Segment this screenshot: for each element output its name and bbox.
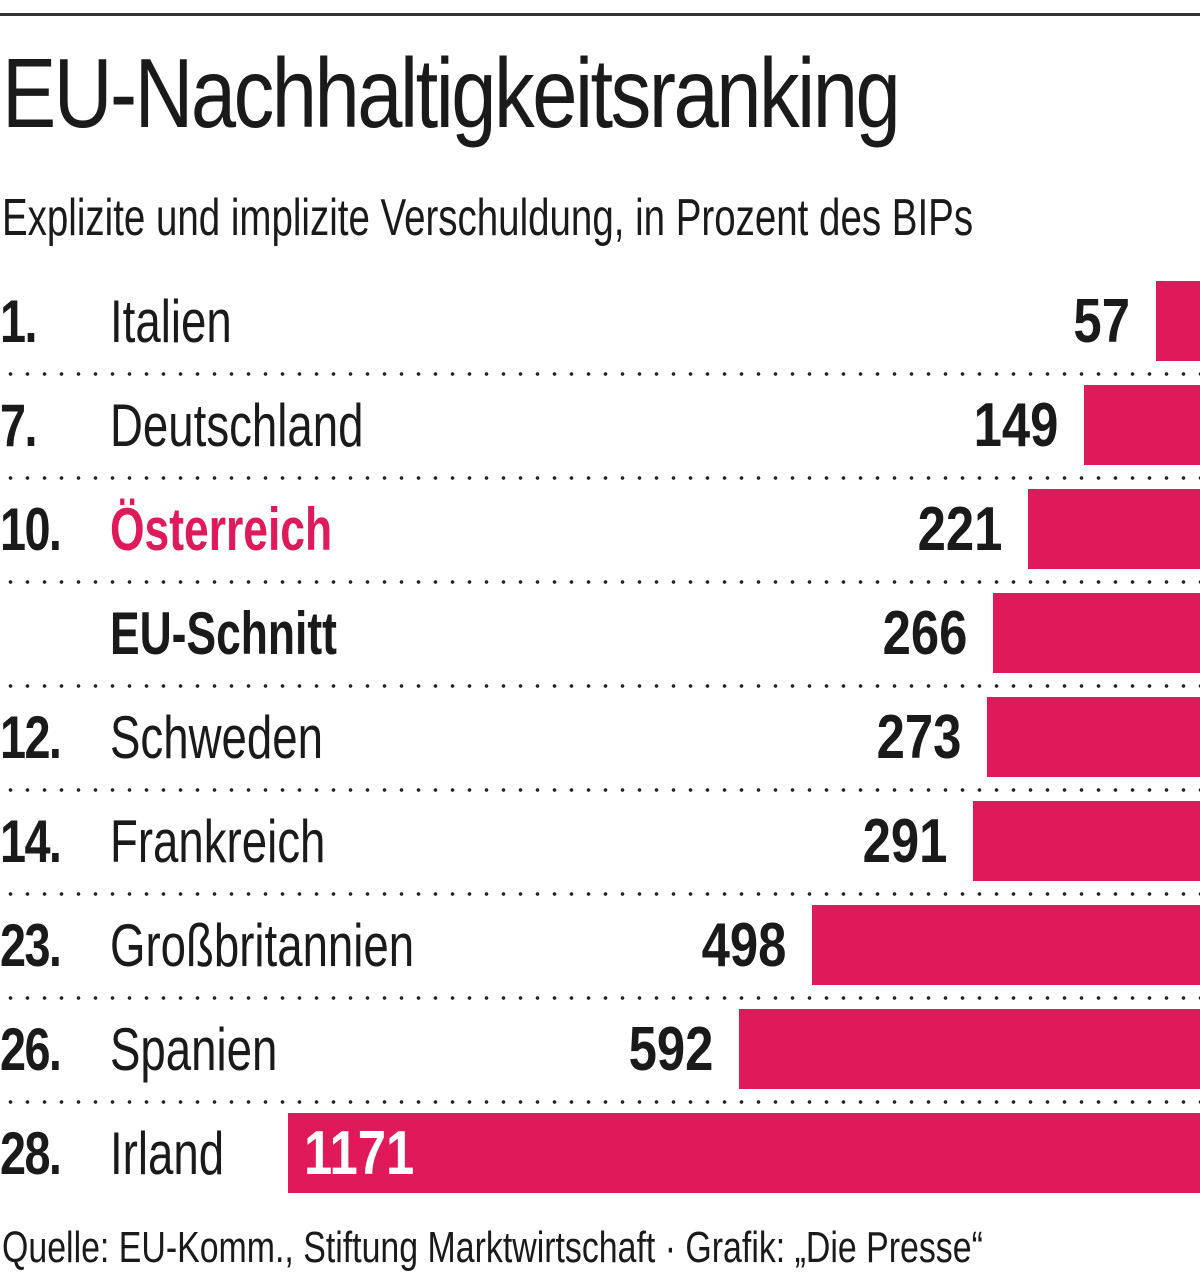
bar <box>993 593 1200 673</box>
value-label: 266 <box>882 599 967 668</box>
rank-label: 7. <box>0 392 37 459</box>
category-label: Irland <box>110 1120 225 1187</box>
value-label: 149 <box>973 391 1058 460</box>
rank-label: 12. <box>0 704 62 771</box>
rank-label: 28. <box>0 1120 62 1187</box>
bar <box>1156 281 1200 361</box>
chart-row: EU-Schnitt 266 <box>0 582 1200 688</box>
bar <box>288 1113 1200 1193</box>
row-divider <box>0 788 1200 792</box>
value-label: 291 <box>862 807 947 876</box>
row-divider <box>0 892 1200 896</box>
chart-subtitle: Explizite und implizite Verschuldung, in… <box>2 189 974 247</box>
rank-label: 26. <box>0 1016 62 1083</box>
bar <box>973 801 1200 881</box>
category-label: Großbritannien <box>110 912 415 979</box>
rank-label: 1. <box>0 288 37 355</box>
category-label: EU-Schnitt <box>110 600 337 667</box>
top-rule <box>0 13 1200 16</box>
bar <box>1084 385 1200 465</box>
row-divider <box>0 580 1200 584</box>
rank-label: 10. <box>0 496 62 563</box>
bar <box>1028 489 1200 569</box>
chart-row: 23. Großbritannien 498 <box>0 894 1200 1000</box>
value-label: 592 <box>628 1015 713 1084</box>
chart-title: EU-Nachhaltigkeitsranking <box>2 38 901 148</box>
category-label: Spanien <box>110 1016 278 1083</box>
rank-label: 23. <box>0 912 62 979</box>
row-divider <box>0 476 1200 480</box>
category-label: Schweden <box>110 704 323 771</box>
bar <box>987 697 1200 777</box>
chart-row: 10. Österreich 221 <box>0 478 1200 584</box>
value-label: 57 <box>1073 287 1130 356</box>
value-label: 1171 <box>304 1119 415 1188</box>
category-label: Österreich <box>110 496 333 563</box>
bar <box>739 1009 1200 1089</box>
row-divider <box>0 684 1200 688</box>
chart-row: 1. Italien 57 <box>0 270 1200 376</box>
row-divider <box>0 372 1200 376</box>
chart-row: 7. Deutschland 149 <box>0 374 1200 480</box>
chart-row: 14. Frankreich 291 <box>0 790 1200 896</box>
chart-row: 26. Spanien 592 <box>0 998 1200 1104</box>
chart-row: 12. Schweden 273 <box>0 686 1200 792</box>
value-label: 498 <box>701 911 786 980</box>
chart-row: 28. Irland 1171 <box>0 1102 1200 1206</box>
row-divider <box>0 1100 1200 1104</box>
category-label: Deutschland <box>110 392 364 459</box>
rank-label: 14. <box>0 808 62 875</box>
category-label: Italien <box>110 288 232 355</box>
value-label: 221 <box>917 495 1002 564</box>
bar <box>812 905 1200 985</box>
row-divider <box>0 996 1200 1000</box>
category-label: Frankreich <box>110 808 326 875</box>
value-label: 273 <box>876 703 961 772</box>
source-note: Quelle: EU-Komm., Stiftung Marktwirtscha… <box>2 1223 983 1272</box>
